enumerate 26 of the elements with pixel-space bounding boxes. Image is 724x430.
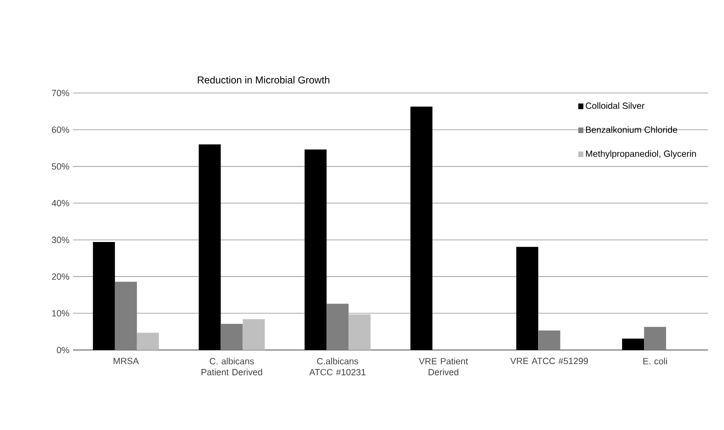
bar [538,330,560,350]
x-tick-label: E. coli [643,358,667,364]
y-tick-label: 60% [52,126,70,133]
y-tick-label: 10% [52,310,70,316]
y-tick-label: 70% [52,90,70,96]
x-tick-label: VRE Patient Derived [418,358,468,376]
y-tick-label: 20% [52,273,70,280]
y-tick-label: 0% [56,346,70,354]
x-tick-label: C.albicans ATCC #10231 [309,358,366,376]
legend-label: Benzalkonium Chloride [586,126,678,133]
y-tick-label: 50% [52,163,70,170]
x-tick-label: C. albicans Patient Derived [202,358,262,376]
legend-label: Colloidal Silver [586,102,644,109]
bar [348,314,371,350]
y-tick-label: 40% [52,200,70,206]
bar [114,282,137,350]
legend-label: Methylpropanediol, Glycerin [586,150,696,159]
bar [644,326,666,350]
bar [326,304,349,350]
x-tick-label: VRE ATCC #51299 [510,358,588,364]
y-tick-label: 30% [52,236,70,244]
x-tick-label: MRSA [114,358,139,364]
bar [242,319,265,350]
bar [136,332,159,350]
chart-title: Reduction in Microbial Growth [198,76,330,84]
bar [220,324,243,350]
